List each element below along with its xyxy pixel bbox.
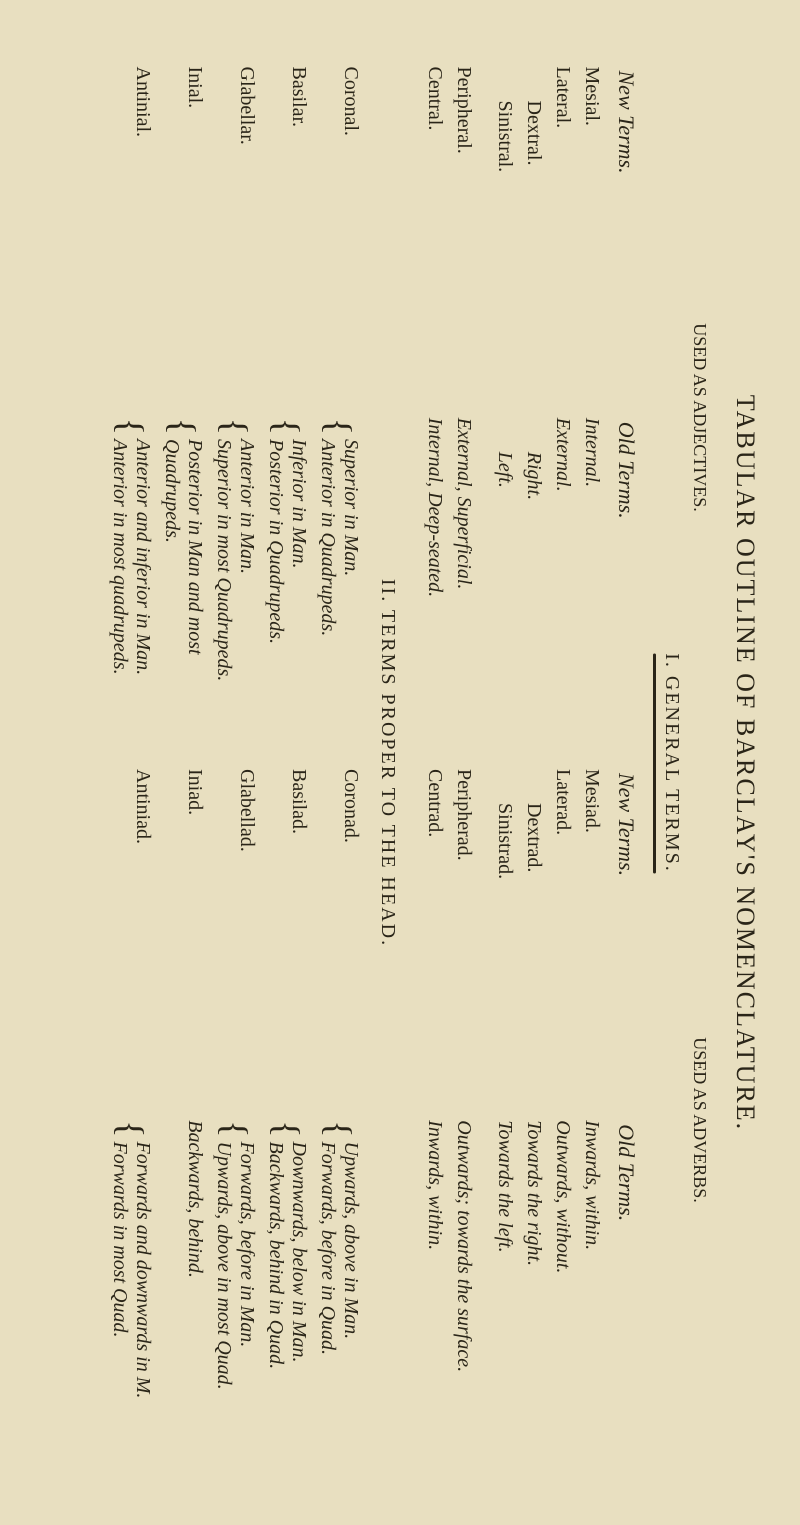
term-glabellar: Glabellar.	[233, 60, 260, 411]
brace-icon: {	[272, 417, 302, 434]
brace-icon: {	[324, 1120, 354, 1137]
brace-icon: {	[116, 417, 146, 434]
term-outwards: Outwards, without.	[549, 1114, 576, 1465]
head-terms-table: Coronal. { Superior in Man. Anterior in …	[106, 60, 364, 1465]
term-ext-sup: External, Superficial.	[450, 411, 477, 762]
antinial-old-1: Anterior and inferior in Man.	[131, 439, 154, 675]
term-left: Left.	[491, 411, 518, 762]
glabellar-old-2: Superior in most Quadrupeds.	[212, 439, 235, 681]
main-title: TABULAR OUTLINE OF BARCLAY'S NOMENCLATUR…	[730, 60, 760, 1465]
inial-old-2: Quadrupeds.	[160, 439, 183, 655]
section-2-title: II. TERMS PROPER TO THE HEAD.	[376, 60, 399, 1465]
col-old-terms-2: Old Terms.	[613, 1114, 639, 1465]
glabellad-adv-1: Forwards, before in Man.	[235, 1141, 258, 1389]
term-dextrad: Dextrad.	[520, 763, 547, 1114]
term-lateral: Lateral.	[549, 60, 576, 411]
term-out-surface: Outwards; towards the surface.	[450, 1114, 477, 1465]
antiniad-adv-1: Forwards and downwards in M.	[131, 1141, 154, 1398]
term-centrad: Centrad.	[421, 763, 448, 1114]
inial-old-1: Posterior in Man and most	[183, 439, 206, 655]
term-central: Central.	[421, 60, 448, 411]
term-coronal: Coronal.	[337, 60, 364, 411]
term-laterad: Laterad.	[549, 763, 576, 1114]
col-new-terms-2: New Terms.	[613, 763, 639, 1114]
used-as-adverbs: USED AS ADVERBS.	[689, 1037, 710, 1203]
brace-icon: {	[220, 1120, 250, 1137]
basilad-adv-pair: { Downwards, below in Man. Backwards, be…	[264, 1120, 310, 1459]
term-inial: Inial.	[181, 60, 208, 411]
antinial-old-2: Anterior in most quadrupeds.	[108, 439, 131, 675]
iniad-adv: Backwards, behind.	[181, 1114, 208, 1465]
coronad-adv-1: Upwards, above in Man.	[339, 1141, 362, 1355]
term-dextral: Dextral.	[520, 60, 547, 411]
term-peripherad: Peripherad.	[450, 763, 477, 1114]
basilad-adv-1: Downwards, below in Man.	[287, 1141, 310, 1369]
term-towards-right: Towards the right.	[520, 1114, 547, 1465]
col-new-terms-1: New Terms.	[613, 60, 639, 411]
basilar-old-1: Inferior in Man.	[287, 439, 310, 644]
coronal-old-pair: { Superior in Man. Anterior in Quadruped…	[316, 417, 362, 756]
coronad-adv-2: Forwards, before in Quad.	[316, 1141, 339, 1355]
term-basilar: Basilar.	[285, 60, 312, 411]
column-headers: New Terms. Old Terms. New Terms. Old Ter…	[613, 60, 639, 1465]
basilad-adv-2: Backwards, behind in Quad.	[264, 1141, 287, 1369]
used-as-adjectives: USED AS ADJECTIVES.	[689, 323, 710, 512]
term-in-within: Inwards, within.	[421, 1114, 448, 1465]
term-peripheral: Peripheral.	[450, 60, 477, 411]
antiniad-adv-pair: { Forwards and downwards in M. Forwards …	[108, 1120, 154, 1459]
term-right: Right.	[520, 411, 547, 762]
glabellad-adv-pair: { Forwards, before in Man. Upwards, abov…	[212, 1120, 258, 1459]
term-mesiad: Mesiad.	[578, 763, 605, 1114]
antiniad-adv-2: Forwards in most Quad.	[108, 1141, 131, 1398]
term-coronad: Coronad.	[337, 763, 364, 1114]
usage-header-row: USED AS ADJECTIVES. USED AS ADVERBS.	[689, 60, 710, 1465]
term-basilad: Basilad.	[285, 763, 312, 1114]
brace-icon: {	[324, 417, 354, 434]
glabellad-adv-2: Upwards, above in most Quad.	[212, 1141, 235, 1389]
term-antinial: Antinial.	[129, 60, 156, 411]
term-glabellad: Glabellad.	[233, 763, 260, 1114]
term-antiniad: Antiniad.	[129, 763, 156, 1114]
coronad-adv-pair: { Upwards, above in Man. Forwards, befor…	[316, 1120, 362, 1459]
term-sinistral: Sinistral.	[491, 60, 518, 411]
term-mesial: Mesial.	[578, 60, 605, 411]
term-iniad: Iniad.	[181, 763, 208, 1114]
antinial-old-pair: { Anterior and inferior in Man. Anterior…	[108, 417, 154, 756]
glabellar-old-1: Anterior in Man.	[235, 439, 258, 681]
section-rule	[653, 653, 656, 873]
term-towards-left: Towards the left.	[491, 1114, 518, 1465]
inial-old-pair: { Posterior in Man and most Quadrupeds.	[160, 417, 206, 756]
col-old-terms-1: Old Terms.	[613, 411, 639, 762]
page: TABULAR OUTLINE OF BARCLAY'S NOMENCLATUR…	[0, 0, 800, 1525]
coronal-old-2: Anterior in Quadrupeds.	[316, 439, 339, 636]
term-internal: Internal.	[578, 411, 605, 762]
section-1-title: I. GENERAL TERMS.	[660, 60, 683, 1465]
basilar-old-pair: { Inferior in Man. Posterior in Quadrupe…	[264, 417, 310, 756]
coronal-old-1: Superior in Man.	[339, 439, 362, 636]
term-inwards: Inwards, within.	[578, 1114, 605, 1465]
term-int-deep: Internal, Deep-seated.	[421, 411, 448, 762]
brace-icon: {	[220, 417, 250, 434]
brace-icon: {	[272, 1120, 302, 1137]
term-sinistrad: Sinistrad.	[491, 763, 518, 1114]
brace-icon: {	[168, 417, 198, 434]
general-terms-table: Mesial. Internal. Mesiad. Inwards, withi…	[421, 60, 605, 1465]
brace-icon: {	[116, 1120, 146, 1137]
glabellar-old-pair: { Anterior in Man. Superior in most Quad…	[212, 417, 258, 756]
term-external: External.	[549, 411, 576, 762]
basilar-old-2: Posterior in Quadrupeds.	[264, 439, 287, 644]
